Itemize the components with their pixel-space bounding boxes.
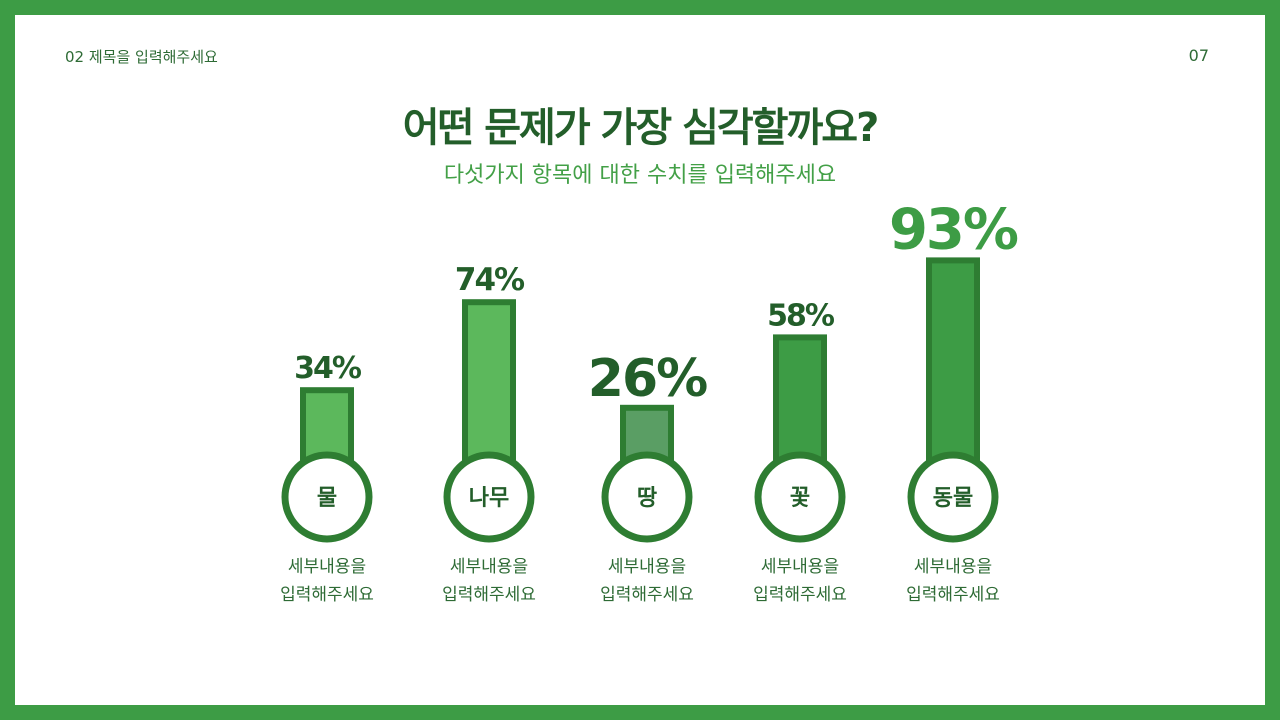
bulb-circle-4 xyxy=(754,451,846,543)
category-label-1: 물 xyxy=(317,486,337,511)
bulb-circle-2 xyxy=(443,451,535,543)
description-line: 세부내용을 xyxy=(607,557,687,577)
page-subtitle: 다섯가지 항목에 대한 수치를 입력해주세요 xyxy=(443,163,837,188)
value-label-1: 34% xyxy=(294,351,362,386)
value-label-4: 58% xyxy=(767,298,835,333)
page-number: 07 xyxy=(1188,46,1209,65)
description-line: 입력해주세요 xyxy=(906,585,1000,605)
description-line: 세부내용을 xyxy=(449,557,529,577)
description-line: 세부내용을 xyxy=(287,557,367,577)
category-label-2: 나무 xyxy=(469,486,509,511)
bar-2 xyxy=(462,299,516,479)
slide: 02 제목을 입력해주세요 07 어떤 문제가 가장 심각할까요? 다섯가지 항… xyxy=(15,15,1265,705)
section-label: 02 제목을 입력해주세요 xyxy=(65,48,218,66)
bar-5 xyxy=(926,257,980,478)
value-label-2: 74% xyxy=(455,262,525,298)
bulb-circle-1 xyxy=(281,451,373,543)
thermometer-bar-chart: 물 34% 나무 74% 땅 26% 꽃 58% 동물 93% xyxy=(281,197,1020,543)
category-label-5: 동물 xyxy=(933,486,973,511)
description-line: 입력해주세요 xyxy=(442,585,536,605)
value-label-3: 26% xyxy=(588,349,707,409)
value-label-5: 93% xyxy=(889,197,1018,262)
bulb-circle-3 xyxy=(601,451,693,543)
category-label-4: 꽃 xyxy=(790,486,810,511)
description-line: 입력해주세요 xyxy=(600,585,694,605)
description-line: 입력해주세요 xyxy=(280,585,374,605)
description-line: 입력해주세요 xyxy=(753,585,847,605)
description-line: 세부내용을 xyxy=(760,557,840,577)
page-title: 어떤 문제가 가장 심각할까요? xyxy=(402,105,880,151)
category-label-3: 땅 xyxy=(637,486,657,511)
bulb-circle-5 xyxy=(907,451,999,543)
description-line: 세부내용을 xyxy=(913,557,993,577)
